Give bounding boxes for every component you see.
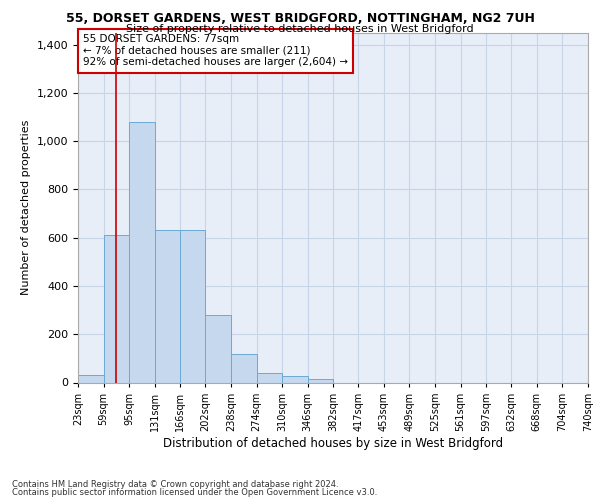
Text: Contains HM Land Registry data © Crown copyright and database right 2024.: Contains HM Land Registry data © Crown c… — [12, 480, 338, 489]
Bar — [78, 376, 104, 382]
Bar — [231, 354, 257, 382]
Bar — [282, 376, 308, 382]
Bar — [129, 122, 155, 382]
Bar — [205, 315, 231, 382]
X-axis label: Distribution of detached houses by size in West Bridgford: Distribution of detached houses by size … — [163, 436, 503, 450]
Bar — [180, 230, 205, 382]
Bar — [257, 373, 282, 382]
Bar — [308, 379, 334, 382]
Text: Size of property relative to detached houses in West Bridgford: Size of property relative to detached ho… — [126, 24, 474, 34]
Text: 55, DORSET GARDENS, WEST BRIDGFORD, NOTTINGHAM, NG2 7UH: 55, DORSET GARDENS, WEST BRIDGFORD, NOTT… — [65, 12, 535, 26]
Bar — [155, 230, 180, 382]
Bar — [104, 236, 129, 382]
Text: 55 DORSET GARDENS: 77sqm
← 7% of detached houses are smaller (211)
92% of semi-d: 55 DORSET GARDENS: 77sqm ← 7% of detache… — [83, 34, 348, 68]
Y-axis label: Number of detached properties: Number of detached properties — [21, 120, 31, 295]
Text: Contains public sector information licensed under the Open Government Licence v3: Contains public sector information licen… — [12, 488, 377, 497]
